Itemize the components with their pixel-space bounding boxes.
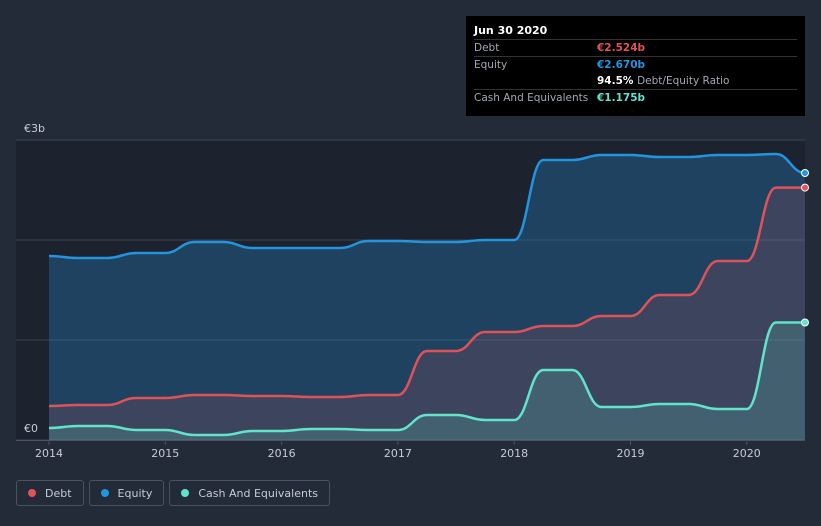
tooltip-row-cash: Cash And Equivalents €1.175b: [474, 90, 797, 106]
tooltip-row-debt: Debt €2.524b: [474, 40, 797, 57]
plot-background-highlight: [16, 140, 805, 440]
area-cash-and-equivalents: [49, 322, 805, 440]
x-axis: 2014 2015 2016 2017 2018 2019 2020: [16, 440, 805, 460]
tooltip-debt-label: Debt: [474, 42, 500, 54]
x-tick-label-2015: 2015: [151, 447, 179, 460]
tooltip-equity-label: Equity: [474, 59, 508, 71]
tooltip-date: Jun 30 2020: [474, 22, 797, 40]
x-tick-label-2016: 2016: [268, 447, 296, 460]
line-equity: [48, 152, 806, 260]
tooltip-ratio-label: Debt/Equity Ratio: [637, 75, 730, 87]
tooltip-panel: Jun 30 2020 Debt €2.524b Equity €2.670b …: [466, 16, 805, 116]
tooltip-row-equity: Equity €2.670b: [474, 57, 797, 73]
debt-dot-icon: [28, 489, 36, 497]
legend-label-cash: Cash And Equivalents: [198, 486, 318, 500]
equity-dot-icon: [100, 489, 109, 497]
legend-label-equity: Equity: [117, 486, 153, 500]
tooltip-ratio-value: 94.5%: [597, 75, 634, 87]
endpoint-debt: [801, 183, 809, 192]
area-debt: [49, 187, 805, 440]
tooltip-cash-label: Cash And Equivalents: [474, 92, 589, 104]
legend-item-debt[interactable]: Debt: [16, 480, 84, 506]
series-lines: [48, 152, 806, 437]
legend-item-equity[interactable]: Equity: [88, 480, 165, 506]
y-tick-label-zero: €0: [24, 422, 38, 435]
cash-dot-icon: [181, 489, 190, 497]
tooltip-ratio: 94.5% Debt/Equity Ratio: [597, 73, 729, 89]
y-axis: €3b €0: [24, 122, 45, 435]
tooltip-debt-value: €2.524b: [597, 42, 646, 54]
legend: Debt Equity Cash And Equivalents: [16, 480, 335, 506]
x-tick-label-2020: 2020: [733, 447, 761, 460]
line-cash-and-equivalents: [48, 321, 805, 437]
tooltip-row-ratio: 94.5% Debt/Equity Ratio: [474, 73, 797, 90]
y-tick-label-max: €3b: [24, 122, 45, 135]
x-tick-label-2014: 2014: [35, 447, 63, 460]
series-endpoints: [801, 169, 809, 327]
tooltip-equity-value: €2.670b: [597, 59, 646, 71]
x-tick-label-2017: 2017: [384, 447, 412, 460]
line-debt: [48, 186, 805, 408]
endpoint-equity: [801, 169, 809, 177]
endpoint-cash-and-equivalents: [801, 318, 809, 327]
tooltip-cash-value: €1.175b: [597, 92, 646, 104]
legend-label-debt: Debt: [45, 486, 72, 500]
x-tick-label-2018: 2018: [500, 447, 528, 460]
series-areas: [49, 154, 805, 440]
legend-item-cash[interactable]: Cash And Equivalents: [169, 480, 330, 506]
x-tick-label-2019: 2019: [617, 447, 645, 460]
area-equity: [49, 154, 805, 440]
